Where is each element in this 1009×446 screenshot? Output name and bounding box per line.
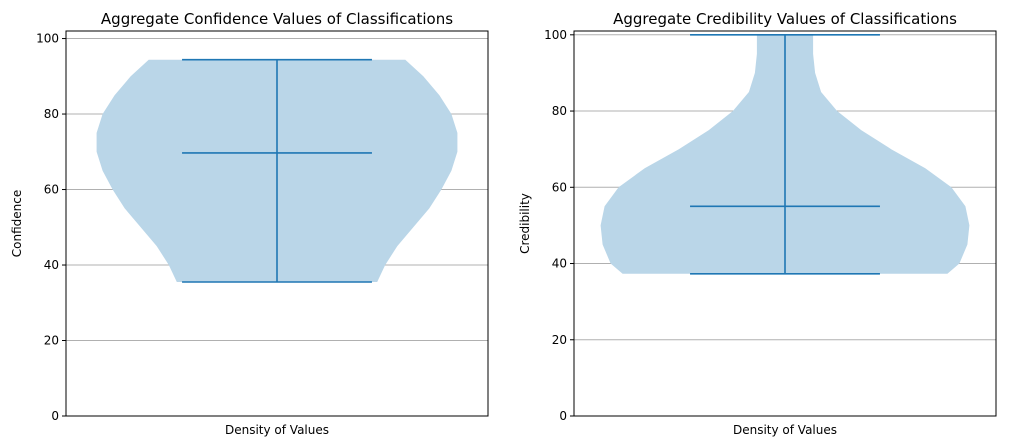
y-axis-label: Confidence <box>10 190 24 257</box>
y-tick-label: 40 <box>44 258 59 272</box>
y-axis-label: Credibility <box>518 193 532 254</box>
y-tick-label: 0 <box>559 409 567 423</box>
y-tick-label: 20 <box>552 333 567 347</box>
y-tick-label: 100 <box>544 28 567 42</box>
axes-frame <box>573 30 997 417</box>
y-tick-label: 80 <box>552 104 567 118</box>
y-tick-label: 60 <box>552 180 567 194</box>
y-tick-label: 80 <box>44 107 59 121</box>
x-axis-label: Density of Values <box>225 423 329 437</box>
y-tick-label: 0 <box>51 409 59 423</box>
chart-title: Aggregate Credibility Values of Classifi… <box>613 10 957 28</box>
y-tick-label: 100 <box>36 32 59 46</box>
y-tick-label: 40 <box>552 257 567 271</box>
chart-panel-2: 0 20 40 60 80 100 Aggregate Credibility Values… <box>518 10 997 437</box>
x-axis-label: Density of Values <box>733 423 837 437</box>
axes-frame <box>65 30 489 417</box>
y-tick-label: 20 <box>44 334 59 348</box>
chart-title: Aggregate Confidence Values of Classific… <box>101 10 453 28</box>
chart-panel-1: 0 20 40 60 80 100 Aggregate Confidence Values … <box>10 10 489 437</box>
y-tick-label: 60 <box>44 183 59 197</box>
